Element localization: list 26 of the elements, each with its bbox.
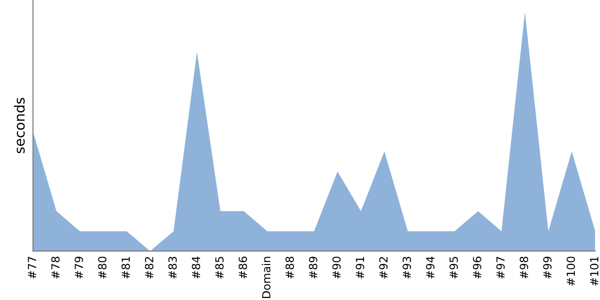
x-tick-label: #88	[285, 256, 294, 279]
x-tick-label: #86	[238, 256, 248, 279]
x-tick-label: #96	[472, 256, 482, 279]
x-tick-label: Domain	[262, 256, 270, 298]
x-tick-label: #85	[215, 256, 224, 279]
x-tick-label: #77	[28, 256, 36, 279]
x-tick-label: #91	[356, 256, 364, 279]
x-tick-label: #93	[402, 256, 412, 279]
x-tick-label: #100	[566, 256, 575, 286]
x-tick-label: #80	[98, 256, 106, 279]
x-tick-label: #79	[74, 256, 84, 279]
x-tick-label: #81	[122, 256, 130, 279]
x-tick-label: #84	[192, 256, 200, 279]
x-tick-label: #82	[144, 257, 154, 279]
x-tick-label: #90	[332, 256, 341, 279]
x-tick-label: #89	[308, 256, 318, 279]
x-tick-label: #99	[543, 256, 552, 279]
x-tick-label: #95	[449, 256, 458, 279]
x-tick-label: #92	[379, 257, 388, 279]
x-tick-label: #101	[590, 256, 598, 286]
y-axis-title: seconds	[14, 98, 25, 154]
x-tick-label: #98	[520, 256, 528, 279]
x-tick-label: #94	[426, 256, 434, 279]
x-tick-label: #97	[496, 256, 505, 279]
x-tick-label: #83	[168, 256, 177, 279]
x-tick-label: #78	[51, 256, 60, 279]
